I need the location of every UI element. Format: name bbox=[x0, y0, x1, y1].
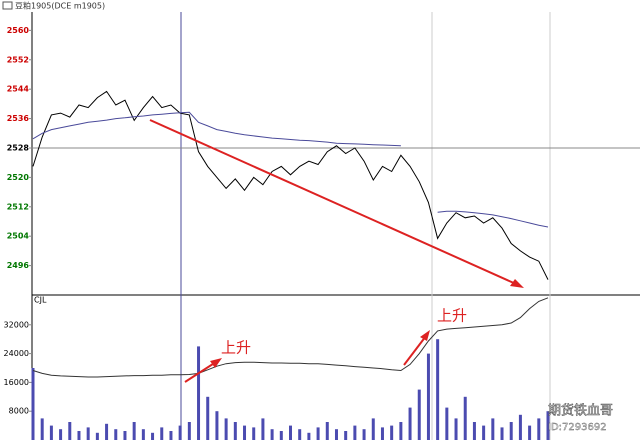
panel-label: CJL bbox=[34, 296, 47, 305]
volume-bar bbox=[233, 422, 237, 440]
y-tick-label: 2528 bbox=[7, 143, 30, 152]
volume-bar bbox=[40, 418, 44, 440]
volume-bar bbox=[151, 432, 155, 440]
volume-bar bbox=[178, 425, 182, 440]
title: 豆粕1905(DCE m1905) bbox=[15, 1, 105, 11]
volume-bar bbox=[445, 407, 449, 440]
volume-bar bbox=[362, 429, 366, 440]
y-tick-label: 2552 bbox=[7, 55, 29, 64]
volume-bar bbox=[141, 429, 145, 440]
volume-bar bbox=[279, 431, 283, 440]
arrow bbox=[184, 361, 217, 383]
arrow-head bbox=[420, 330, 430, 341]
volume-bar bbox=[270, 429, 274, 440]
volume-bar bbox=[68, 422, 72, 440]
volume-bar bbox=[114, 429, 118, 440]
arrow-head bbox=[510, 279, 524, 288]
volume-bar bbox=[316, 427, 320, 440]
volume-bar bbox=[123, 431, 127, 440]
volume-bar bbox=[408, 407, 412, 440]
volume-bar bbox=[528, 425, 532, 440]
watermark: ID:7293692 bbox=[548, 422, 607, 433]
open-interest-line bbox=[32, 297, 549, 378]
volume-bar bbox=[380, 427, 384, 440]
volume-bar bbox=[243, 425, 247, 440]
volume-bar bbox=[353, 425, 357, 440]
volume-bar bbox=[537, 418, 541, 440]
volume-bar bbox=[197, 346, 201, 440]
average-line bbox=[32, 111, 401, 147]
volume-bar bbox=[509, 422, 513, 440]
price-line bbox=[32, 90, 549, 280]
y-tick-label: 24000 bbox=[4, 349, 29, 358]
watermark: 期货铁血哥 bbox=[548, 403, 613, 419]
volume-bar bbox=[289, 425, 292, 440]
trend-arrow bbox=[149, 119, 517, 285]
volume-bar bbox=[426, 353, 430, 440]
volume-bar bbox=[86, 427, 90, 440]
y-tick-label: 2504 bbox=[7, 232, 30, 241]
volume-bar bbox=[463, 396, 467, 440]
volume-bar bbox=[31, 368, 35, 440]
y-tick-label: 16000 bbox=[4, 378, 29, 387]
volume-bar bbox=[390, 425, 394, 440]
volume-bar bbox=[105, 423, 109, 440]
volume-bar bbox=[482, 425, 486, 440]
volume-bar bbox=[518, 414, 522, 440]
volume-bar bbox=[334, 429, 338, 440]
volume-bar bbox=[215, 411, 219, 440]
y-tick-label: 2560 bbox=[7, 26, 30, 35]
y-tick-label: 32000 bbox=[4, 320, 29, 329]
volume-bar bbox=[224, 418, 228, 440]
volume-bar bbox=[344, 431, 348, 440]
y-tick-label: 2544 bbox=[7, 85, 30, 94]
volume-bar bbox=[187, 422, 191, 440]
volume-bar bbox=[169, 431, 173, 440]
volume-bar bbox=[298, 429, 302, 440]
volume-bar bbox=[252, 427, 256, 440]
volume-bar bbox=[417, 389, 421, 440]
volume-bar bbox=[59, 429, 63, 440]
volume-bar bbox=[307, 432, 311, 440]
volume-bar bbox=[436, 339, 440, 440]
volume-bar bbox=[325, 422, 329, 440]
volume-bar bbox=[160, 427, 164, 440]
y-tick-label: 8000 bbox=[9, 407, 29, 416]
volume-bar bbox=[371, 418, 375, 440]
volume-bar bbox=[546, 411, 550, 440]
volume-bar bbox=[399, 422, 403, 440]
arrow bbox=[403, 335, 427, 366]
y-tick-label: 2496 bbox=[7, 261, 30, 270]
volume-bar bbox=[132, 422, 136, 440]
annotation: 上升 bbox=[221, 339, 251, 357]
icon bbox=[2, 1, 13, 10]
volume-bar bbox=[454, 418, 458, 440]
volume-bar bbox=[472, 422, 476, 440]
volume-bar bbox=[95, 432, 99, 440]
volume-bar bbox=[261, 418, 265, 440]
volume-bar bbox=[491, 418, 495, 440]
volume-bar bbox=[49, 425, 53, 440]
volume-bar bbox=[77, 431, 81, 440]
annotation: 上升 bbox=[437, 307, 467, 325]
y-tick-label: 2536 bbox=[7, 114, 30, 123]
arrow-head bbox=[210, 358, 222, 368]
volume-bar bbox=[500, 427, 504, 440]
average-line bbox=[437, 210, 549, 228]
y-tick-label: 2520 bbox=[7, 173, 30, 182]
y-tick-label: 2512 bbox=[7, 202, 29, 211]
volume-bar bbox=[206, 396, 210, 440]
